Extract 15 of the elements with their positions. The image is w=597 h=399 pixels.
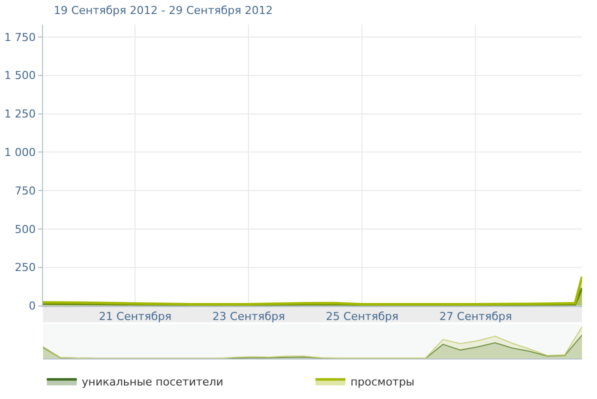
x-tick-label: 23 Сентября	[212, 310, 285, 323]
x-tick-label: 25 Сентября	[326, 310, 398, 323]
y-tick-label: 1 500	[4, 69, 36, 82]
x-tick-label: 27 Сентября	[439, 310, 512, 323]
legend-label: просмотры	[350, 376, 415, 389]
legend-label: уникальные посетители	[82, 376, 224, 389]
y-tick-label: 1 750	[4, 30, 36, 44]
y-tick-label: 500	[14, 222, 36, 236]
y-tick-label: 250	[14, 261, 36, 274]
y-tick-label: 1 000	[4, 146, 36, 160]
x-tick-label: 21 Сентября	[98, 310, 172, 323]
y-tick-label: 750	[14, 184, 36, 198]
chart-title: 19 Сентября 2012 - 29 Сентября 2012	[54, 4, 273, 17]
y-tick-label: 1 250	[4, 108, 36, 121]
y-tick-label: 0	[28, 300, 36, 313]
